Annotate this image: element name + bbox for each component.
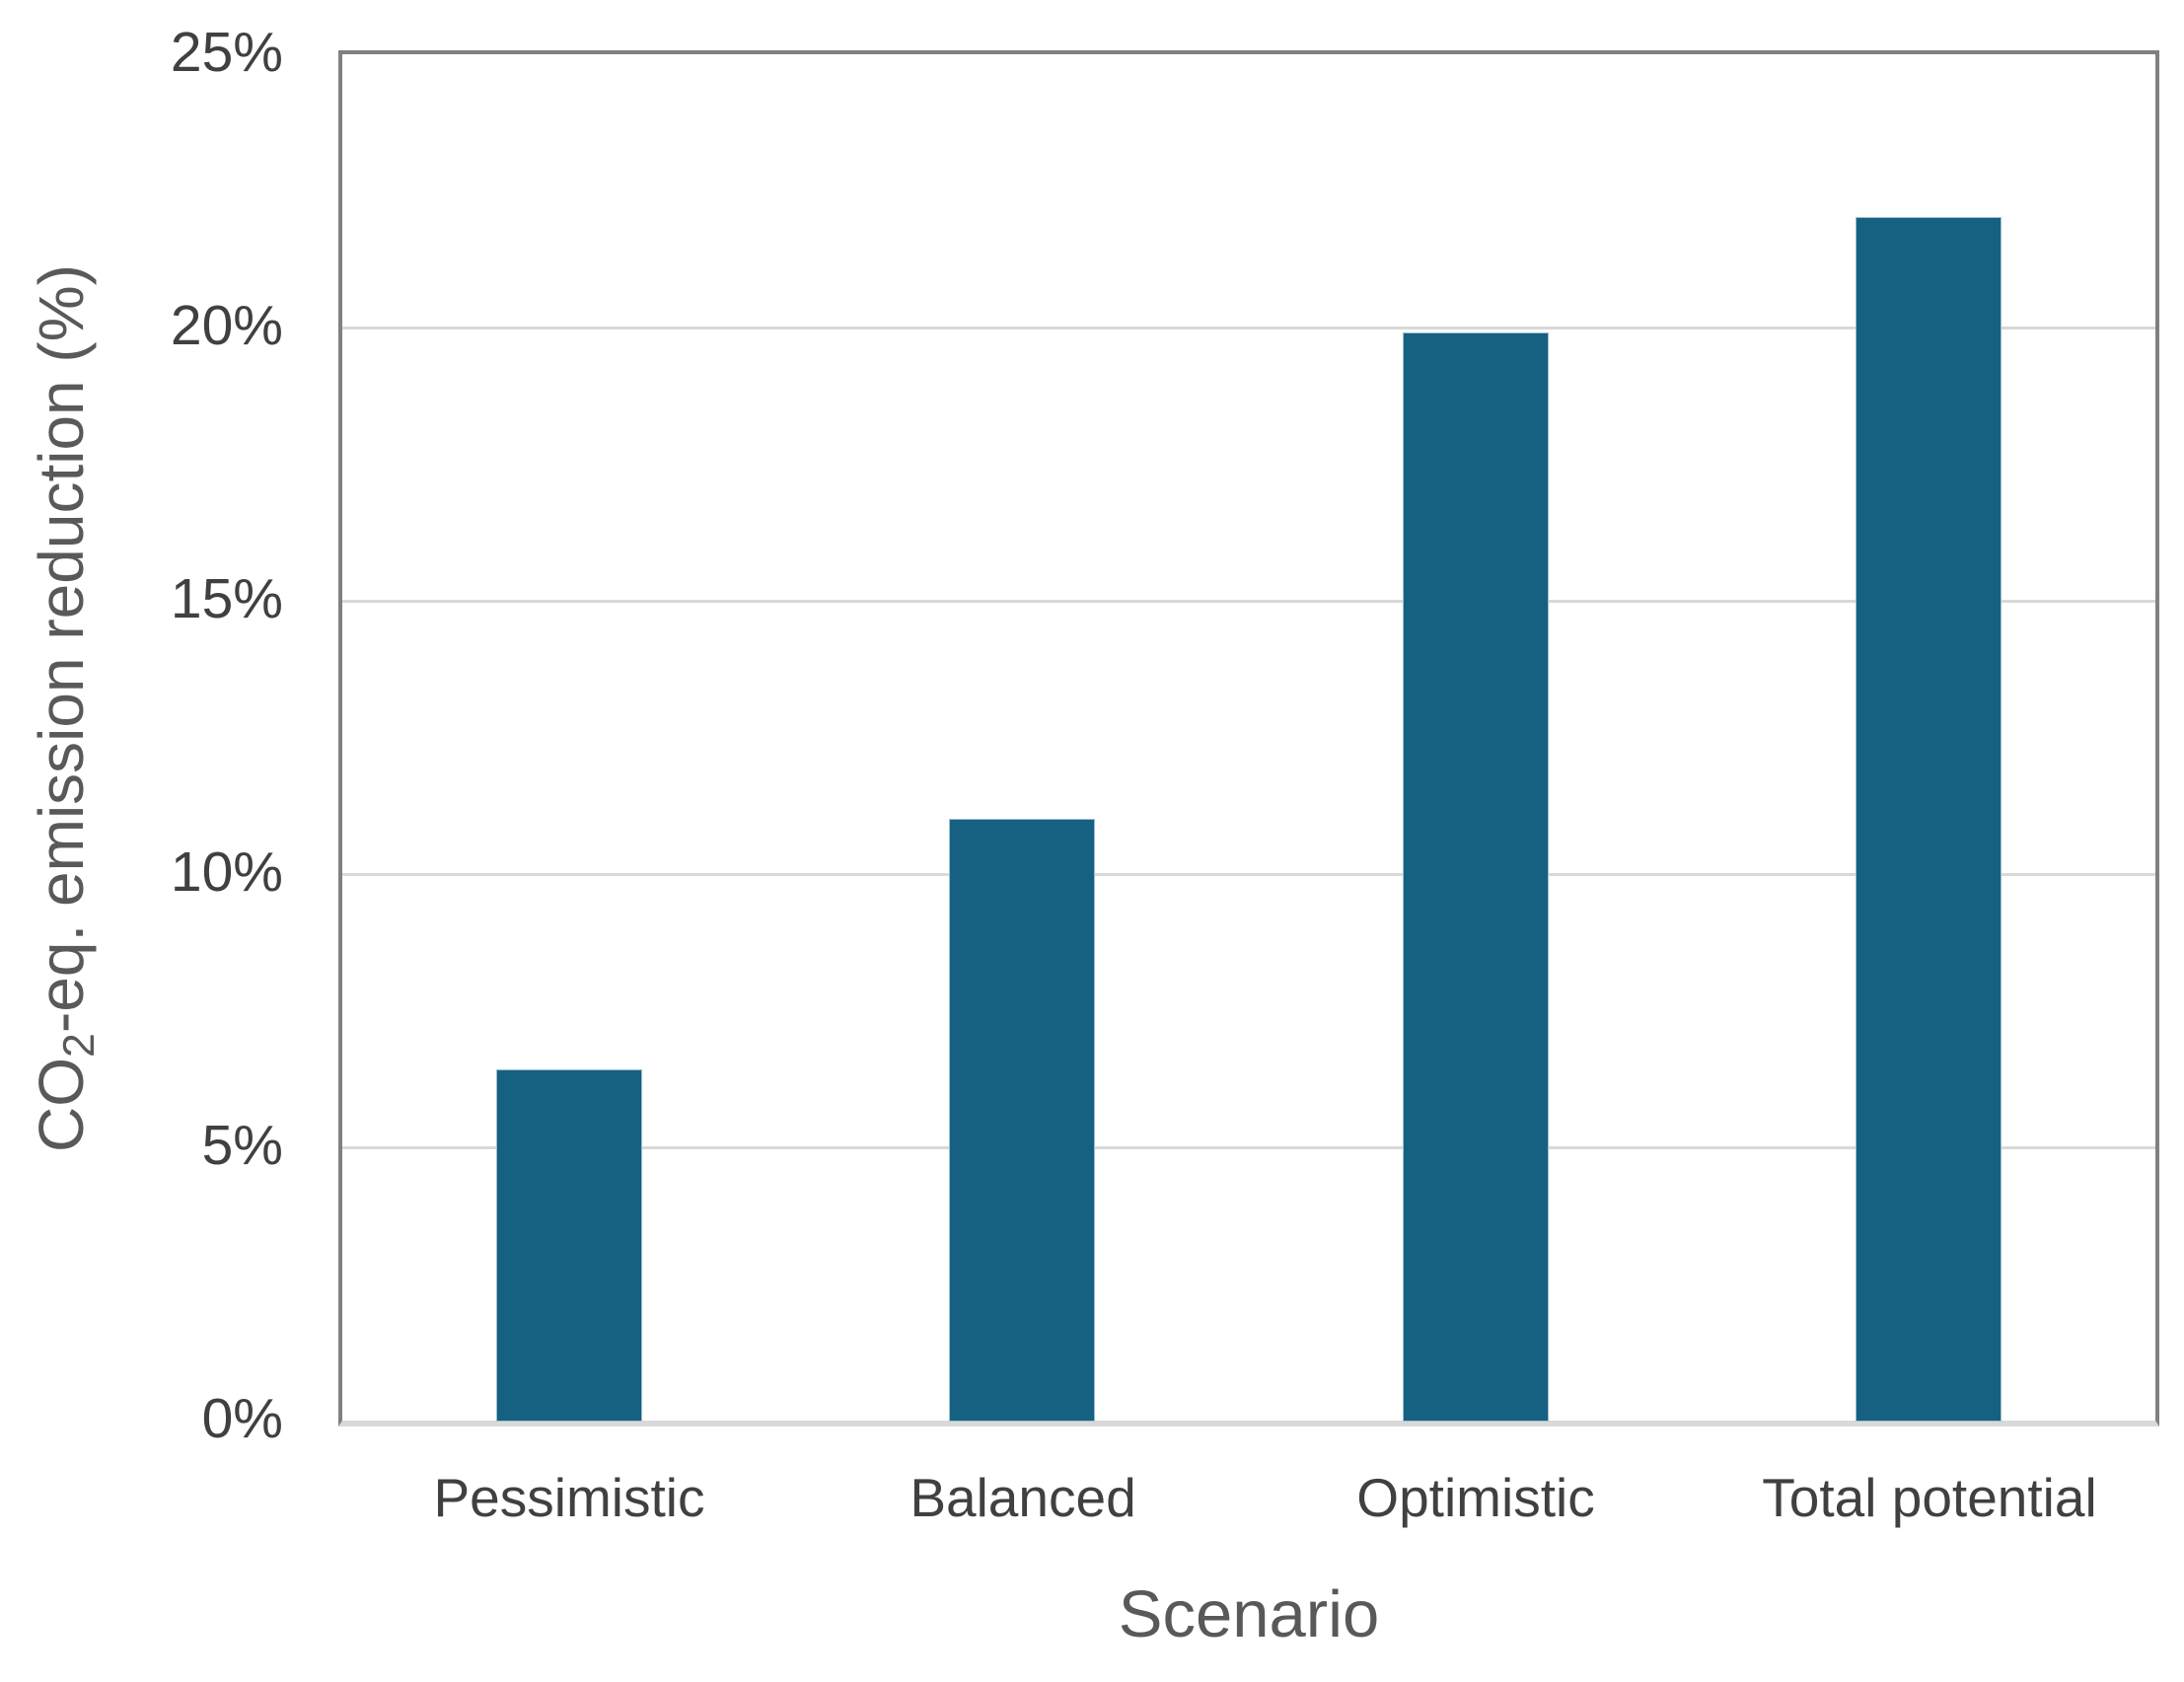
bar-pessimistic <box>497 1070 641 1421</box>
y-tick-label-5pct: 5% <box>201 1114 283 1177</box>
y-tick-label-0pct: 0% <box>201 1387 283 1450</box>
x-axis-title: Scenario <box>1118 1577 1380 1651</box>
gridline-20pct <box>342 327 2155 329</box>
y-tick-label-20pct: 20% <box>170 294 283 357</box>
bar-total-potential <box>1856 218 2001 1421</box>
y-axis-title: CO2-eq. emission reduction (%) <box>25 264 104 1152</box>
y-tick-label-15pct: 15% <box>170 567 283 630</box>
gridline-10pct <box>342 873 2155 876</box>
x-category-label-balanced: Balanced <box>910 1467 1136 1528</box>
y-tick-label-10pct: 10% <box>170 841 283 904</box>
gridline-5pct <box>342 1146 2155 1149</box>
x-category-label-pessimistic: Pessimistic <box>433 1467 705 1528</box>
gridline-15pct <box>342 600 2155 603</box>
x-category-label-total-potential: Total potential <box>1762 1467 2097 1528</box>
y-axis-title-suffix: -eq. emission reduction (%) <box>26 264 97 1034</box>
plot-area <box>338 50 2159 1426</box>
y-tick-label-25pct: 25% <box>170 21 283 84</box>
y-axis-title-subscript: 2 <box>54 1033 105 1058</box>
bar-balanced <box>950 820 1094 1421</box>
x-category-label-optimistic: Optimistic <box>1356 1467 1595 1528</box>
bar-optimistic <box>1404 333 1548 1421</box>
